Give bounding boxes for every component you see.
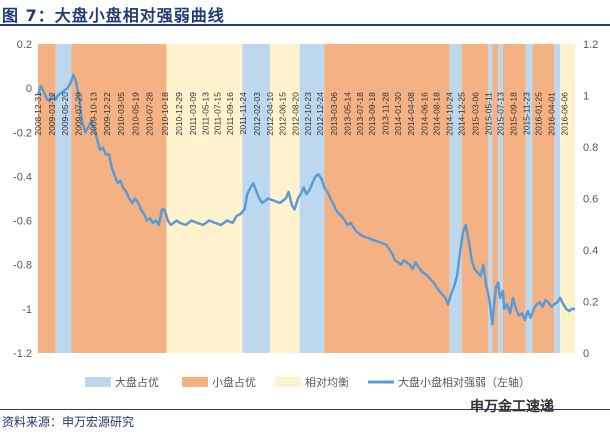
right-tick-label: 0.8	[583, 142, 598, 154]
x-tick-label: 2010-05-19	[131, 92, 141, 136]
x-tick-label: 2014-06-16	[420, 92, 430, 136]
right-tick-label: 0.6	[583, 194, 598, 206]
legend-swatch	[85, 377, 111, 387]
x-tick-label: 2013-03-06	[329, 92, 339, 136]
watermark: 申万金工速递	[470, 399, 554, 415]
x-tick-label: 2012-12-24	[315, 92, 325, 136]
x-tick-label: 2013-09-18	[367, 92, 377, 136]
legend: 大盘占优 小盘占优 相对均衡 大盘小盘相对强弱（左轴）	[85, 375, 530, 389]
regime-band-large	[525, 44, 533, 353]
regime-band-large	[498, 44, 503, 353]
left-tick-label: -1.2	[13, 348, 32, 360]
x-tick-label: 2013-11-28	[381, 92, 391, 135]
x-tick-label: 2015-11-23	[521, 92, 531, 135]
left-tick-label: -0.8	[13, 260, 32, 272]
right-tick-label: 0.2	[583, 297, 598, 309]
footer-divider	[0, 409, 610, 410]
x-tick-label: 2012-04-10	[265, 92, 275, 136]
regime-band-small	[71, 44, 167, 353]
x-tick-label: 2009-03-12	[47, 92, 57, 136]
x-tick-label: 2009-10-13	[88, 92, 98, 136]
x-tick-label: 2016-06-06	[559, 92, 569, 136]
x-tick-label: 2014-10-24	[445, 92, 455, 136]
x-tick-label: 2012-06-15	[278, 92, 288, 136]
regime-band-large	[449, 44, 462, 353]
x-tick-label: 2011-07-15	[213, 92, 223, 135]
legend-label: 小盘占优	[212, 375, 256, 389]
x-tick-label: 2011-09-16	[225, 92, 235, 135]
x-tick-label: 2015-03-06	[471, 92, 481, 136]
left-tick-label: 0.2	[17, 39, 32, 51]
regime-bands	[38, 44, 575, 353]
x-tick-label: 2012-02-03	[252, 92, 262, 136]
x-tick-label: 2014-12-25	[457, 92, 467, 136]
x-tick-label: 2009-12-22	[102, 92, 112, 136]
regime-band-small	[532, 44, 555, 353]
regime-band-small	[38, 44, 56, 353]
x-tick-label: 2010-07-28	[144, 92, 154, 136]
x-tick-label: 2008-12-31	[33, 92, 43, 136]
x-tick-label: 2013-07-18	[355, 92, 365, 136]
regime-band-large	[554, 44, 561, 353]
regime-band-large	[55, 44, 72, 353]
x-tick-label: 2014-08-18	[432, 92, 442, 136]
regime-band-large	[488, 44, 493, 353]
x-tick-label: 2014-01-30	[393, 92, 403, 136]
left-tick-label: -1	[22, 304, 32, 316]
legend-label: 相对均衡	[305, 375, 349, 389]
x-tick-label: 2016-04-01	[547, 92, 557, 136]
regime-band-balance	[560, 44, 575, 353]
regime-band-small	[502, 44, 526, 353]
left-tick-label: -0.4	[13, 171, 32, 183]
right-tick-label: 0	[583, 348, 589, 360]
legend-swatch	[275, 377, 301, 387]
right-tick-label: 1	[583, 91, 589, 103]
figure-title: 图 7：大盘小盘相对强弱曲线	[2, 6, 225, 25]
left-axis-ticks: 0.2 0 -0.2 -0.4 -0.6 -0.8 -1 -1.2	[13, 39, 32, 360]
x-tick-label: 2013-05-14	[342, 92, 352, 136]
source-note: 资料来源：申万宏源研究	[2, 415, 135, 429]
legend-label: 大盘小盘相对强弱（左轴）	[398, 375, 530, 389]
x-tick-label: 2012-10-23	[303, 92, 313, 136]
x-tick-label: 2010-10-18	[160, 92, 170, 136]
x-tick-label: 2015-05-11	[483, 92, 493, 135]
right-axis-ticks: 1.2 1 0.8 0.6 0.4 0.2 0	[583, 39, 598, 360]
x-tick-label: 2011-11-24	[238, 92, 248, 134]
x-tick-label: 2015-07-13	[496, 92, 506, 136]
x-tick-label: 2011-03-09	[188, 92, 198, 135]
right-tick-label: 1.2	[583, 39, 598, 51]
line-layer	[36, 73, 575, 326]
x-tick-label: 2014-04-08	[406, 92, 416, 136]
regime-band-small	[461, 44, 489, 353]
left-tick-label: -0.6	[13, 216, 32, 228]
series-line	[36, 73, 575, 326]
legend-label: 大盘占优	[115, 375, 159, 389]
regime-band-large	[299, 44, 325, 353]
left-tick-label: -0.2	[13, 127, 32, 139]
relative-strength-chart: 0.2 0 -0.2 -0.4 -0.6 -0.8 -1 -1.2 1.2 1 0.8 0.6 0.4…	[13, 39, 598, 389]
regime-band-small	[492, 44, 499, 353]
x-tick-label: 2010-03-05	[116, 92, 126, 136]
x-tick-label: 2009-05-20	[60, 92, 70, 136]
x-tick-label: 2010-12-29	[174, 92, 184, 136]
title-divider	[0, 24, 610, 26]
x-tick-label: 2012-08-20	[291, 92, 301, 136]
legend-swatch	[182, 377, 208, 387]
x-tick-label: 2016-01-25	[534, 92, 544, 136]
x-tick-label: 2011-05-13	[200, 92, 210, 135]
x-tick-label: 2015-09-18	[509, 92, 519, 136]
x-axis-tick-labels: 2008-12-31 2009-03-12 2009-05-20 2009-07-29…	[33, 92, 569, 136]
right-tick-label: 0.4	[583, 245, 598, 257]
regime-band-balance	[166, 44, 243, 353]
x-tick-label: 2009-07-29	[74, 92, 84, 136]
left-tick-label: 0	[26, 83, 32, 95]
regime-band-small	[324, 44, 450, 353]
